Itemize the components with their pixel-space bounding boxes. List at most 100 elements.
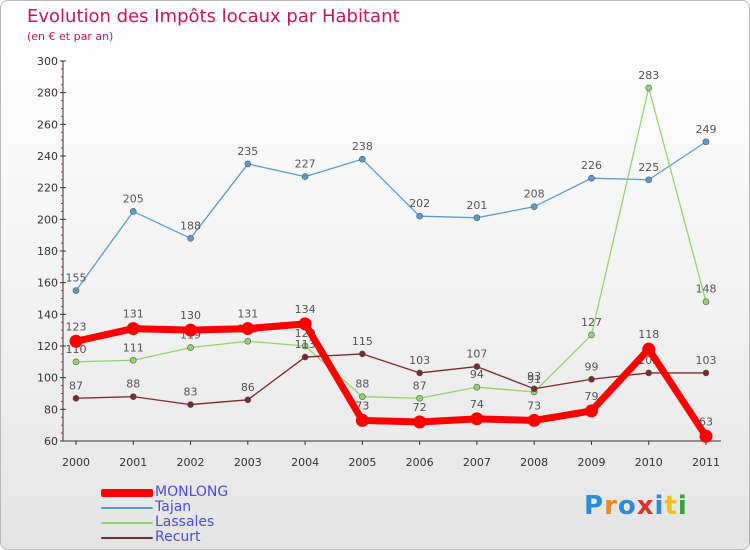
data-point-tajan [416, 212, 423, 220]
y-tick-label: 260 [37, 118, 58, 131]
y-tick-label: 300 [37, 55, 58, 68]
series-line-lassales [75, 87, 707, 399]
x-tick-label: 2007 [463, 456, 491, 469]
data-label-tajan: 227 [295, 158, 316, 171]
data-point-tajan [588, 174, 595, 182]
data-label-monlong: 74 [470, 398, 484, 411]
data-point-monlong [584, 404, 598, 418]
x-tick-label: 2000 [62, 456, 90, 469]
x-tick-label: 2010 [635, 456, 663, 469]
data-point-lassales [473, 383, 481, 391]
y-tick-label: 200 [37, 213, 58, 226]
data-point-monlong [184, 323, 198, 337]
series-line-tajan [75, 141, 707, 292]
data-point-lassales [301, 342, 309, 350]
data-point-lassales [244, 337, 252, 345]
y-tick-label: 220 [37, 182, 58, 195]
data-label-monlong: 118 [638, 328, 659, 341]
data-label-recurt: 87 [69, 379, 83, 392]
data-point-tajan [645, 176, 653, 184]
data-point-recurt [244, 396, 252, 404]
data-point-monlong [527, 413, 541, 427]
data-point-monlong [69, 334, 83, 348]
logo-letter: i [654, 491, 665, 521]
y-tick-label: 180 [37, 245, 58, 258]
y-tick-label: 80 [44, 403, 58, 416]
data-point-tajan [530, 203, 538, 210]
data-point-lassales [702, 298, 710, 305]
data-label-tajan: 235 [237, 145, 258, 158]
data-label-monlong: 63 [699, 415, 713, 428]
data-point-tajan [244, 160, 252, 168]
legend-swatch-lassales [101, 522, 153, 524]
data-label-recurt: 99 [584, 360, 598, 373]
data-label-monlong: 73 [355, 399, 369, 412]
data-point-monlong [126, 322, 140, 336]
data-point-lassales [645, 84, 653, 92]
data-label-monlong: 79 [584, 390, 598, 403]
data-point-recurt [301, 353, 309, 361]
data-point-monlong [298, 317, 312, 331]
data-label-monlong: 130 [180, 309, 201, 322]
series-line-monlong [72, 320, 710, 440]
y-tick-label: 100 [37, 372, 58, 385]
x-tick-label: 2011 [692, 456, 720, 469]
data-label-lassales: 94 [470, 368, 484, 381]
data-label-monlong: 123 [66, 320, 87, 333]
y-tick-label: 280 [37, 87, 58, 100]
data-label-lassales: 91 [527, 373, 541, 386]
data-label-recurt: 103 [409, 354, 430, 367]
data-point-recurt [702, 369, 710, 377]
data-label-monlong: 72 [413, 401, 427, 414]
data-point-tajan [72, 287, 80, 294]
data-point-recurt [588, 375, 595, 383]
data-label-tajan: 202 [409, 197, 430, 210]
data-point-monlong [241, 322, 255, 336]
data-label-monlong: 134 [295, 303, 316, 316]
logo-letter: o [617, 491, 637, 521]
x-tick-label: 2002 [177, 456, 205, 469]
logo-letter: x [636, 491, 655, 521]
y-tick-label: 60 [44, 435, 58, 448]
series-line-recurt [75, 353, 707, 406]
data-point-monlong [413, 415, 427, 429]
legend-label-monlong: MONLONG [155, 484, 229, 500]
legend-label-tajan: Tajan [155, 499, 192, 515]
legend-label-lassales: Lassales [155, 514, 215, 530]
data-label-recurt: 93 [527, 370, 541, 383]
x-tick-label: 2009 [577, 456, 605, 469]
data-point-recurt [187, 401, 194, 408]
legend-swatch-tajan [101, 507, 153, 509]
logo-letter: t [664, 491, 678, 521]
data-point-recurt [530, 385, 538, 393]
data-label-recurt: 86 [241, 381, 255, 394]
data-point-recurt [359, 350, 366, 358]
data-label-monlong: 131 [237, 308, 258, 321]
data-label-lassales: 127 [581, 316, 602, 329]
y-tick-label: 160 [37, 277, 58, 290]
chart-subtitle: (en € et par an) [27, 30, 114, 43]
data-label-tajan: 201 [466, 199, 487, 212]
data-point-recurt [72, 394, 80, 402]
data-label-tajan: 238 [352, 140, 373, 153]
data-point-tajan [702, 138, 710, 146]
data-point-recurt [473, 363, 481, 370]
data-label-tajan: 155 [66, 272, 87, 285]
data-point-recurt [129, 393, 137, 400]
data-label-tajan: 226 [581, 159, 602, 172]
data-label-lassales: 87 [413, 379, 427, 392]
legend-label-recurt: Recurt [155, 529, 201, 545]
data-label-lassales: 148 [696, 283, 717, 296]
data-point-recurt [416, 369, 423, 377]
data-point-monlong [470, 412, 484, 426]
data-point-tajan [129, 208, 137, 215]
y-tick-label: 120 [37, 340, 58, 353]
data-label-recurt: 83 [184, 386, 198, 399]
logo-letter: i [677, 491, 688, 521]
data-point-lassales [187, 344, 194, 351]
data-label-lassales: 111 [123, 341, 144, 354]
legend-swatch-recurt [101, 537, 153, 539]
data-label-tajan: 225 [638, 161, 659, 174]
